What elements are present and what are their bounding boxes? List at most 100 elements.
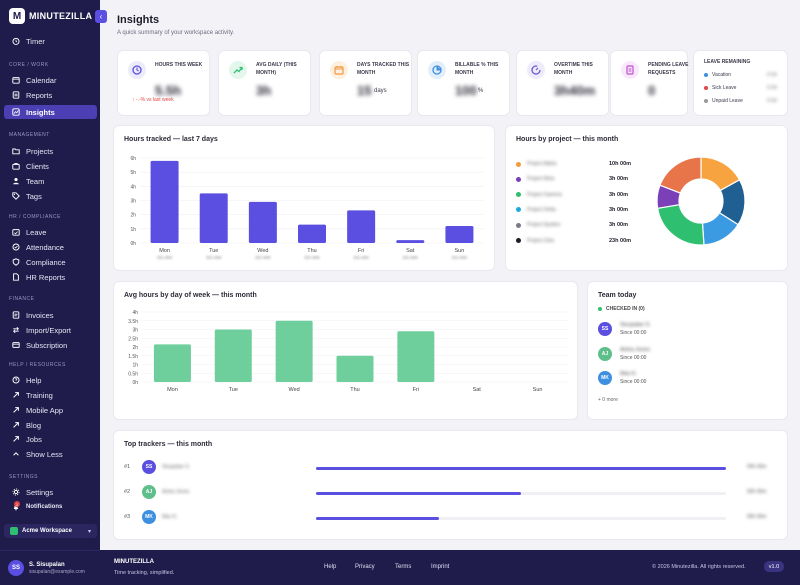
sidebar-item-label: Insights bbox=[26, 107, 55, 117]
checked-in-label: CHECKED IN (0) bbox=[606, 306, 645, 312]
x-sub-label: DD.MM bbox=[403, 255, 418, 260]
y-tick-label: 3h bbox=[132, 328, 138, 334]
legend-row: Project Alpha 10h 00m bbox=[516, 161, 631, 167]
sidebar-item-leave[interactable]: Leave bbox=[4, 225, 97, 239]
tracker-name: Aisha Jones bbox=[162, 489, 190, 495]
sidebar-item-mobile-app[interactable]: Mobile App bbox=[4, 403, 97, 417]
kpi-card-avg-daily: Avg daily (this month) 3h bbox=[218, 50, 311, 116]
sidebar-item-attendance[interactable]: Attendance bbox=[4, 240, 97, 254]
sidebar-item-team[interactable]: Team bbox=[4, 174, 97, 188]
tracker-row[interactable]: #3 MK Max K. 00h 00m bbox=[124, 510, 789, 524]
sidebar-item-calendar[interactable]: Calendar bbox=[4, 73, 97, 87]
legend-row: Project Delta 3h 00m bbox=[516, 207, 628, 213]
leave-title: Leave remaining bbox=[704, 59, 751, 65]
y-tick-label: 0h bbox=[132, 380, 138, 386]
tracker-rank: #2 bbox=[124, 489, 131, 495]
sidebar-item-hr-reports[interactable]: HR Reports bbox=[4, 270, 97, 284]
chart-title: Hours by project — this month bbox=[516, 136, 619, 143]
footer-link-imprint[interactable]: Imprint bbox=[431, 564, 450, 570]
donut-slice bbox=[659, 156, 702, 194]
sidebar-item-clients[interactable]: Clients bbox=[4, 159, 97, 173]
workspace-name: Acme Workspace bbox=[22, 528, 72, 534]
tracker-value: 00h 00m bbox=[747, 514, 767, 520]
workspace-switcher[interactable]: Acme Workspace ▾ bbox=[4, 524, 97, 538]
member-since: Since 00:00 bbox=[620, 355, 647, 361]
sidebar-item-subscription[interactable]: Subscription bbox=[4, 338, 97, 352]
document-icon bbox=[621, 61, 639, 79]
team-member[interactable]: MK Max K. Since 00:00 bbox=[598, 371, 646, 385]
x-tick-label: Wed bbox=[257, 248, 268, 254]
member-name: Sisupalan S. bbox=[620, 322, 651, 328]
leave-remaining-card: Leave remaining Vacation 0.0d Sick Leave… bbox=[693, 50, 788, 116]
leave-label: Unpaid Leave bbox=[712, 98, 743, 104]
insights-icon bbox=[12, 108, 20, 116]
sidebar-item-label: Subscription bbox=[26, 340, 68, 350]
dow-bar-chart: 0h 0.5h 1h 1.5h 2h 2.5h 3h 3.5h 4h Mon Tue Wed Thu Fr… bbox=[128, 310, 568, 393]
sidebar-item-label: HR Reports bbox=[26, 272, 66, 282]
sidebar-item-timer[interactable]: Timer bbox=[4, 34, 97, 48]
brand[interactable]: M MINUTEZILLA bbox=[9, 8, 92, 24]
team-member[interactable]: SS Sisupalan S. Since 00:00 bbox=[598, 322, 651, 336]
x-tick-label: Tue bbox=[229, 387, 238, 393]
y-tick-label: 2h bbox=[132, 345, 138, 351]
sidebar-item-tags[interactable]: Tags bbox=[4, 189, 97, 203]
trend-up-icon bbox=[229, 61, 247, 79]
x-tick-label: Mon bbox=[159, 248, 170, 254]
kpi-value: 100 bbox=[455, 83, 477, 98]
footer-link-help[interactable]: Help bbox=[324, 564, 337, 570]
legend-row: Project Beta 3h 00m bbox=[516, 176, 628, 182]
legend-value: 3h 00m bbox=[609, 206, 628, 213]
kpi-value: 3h bbox=[256, 83, 272, 98]
x-sub-label: DD.MM bbox=[157, 255, 172, 260]
sidebar-item-help[interactable]: Help bbox=[4, 373, 97, 387]
sidebar-item-show-less[interactable]: Show Less bbox=[4, 447, 97, 461]
user-name: S. Sisupalan bbox=[29, 561, 65, 568]
footer-tagline: Time tracking, simplified. bbox=[114, 570, 175, 576]
folder-icon bbox=[12, 147, 20, 155]
avatar: SS bbox=[598, 322, 612, 336]
kpi-card-overtime: Overtime this month 3h40m bbox=[516, 50, 609, 116]
sidebar-item-projects[interactable]: Projects bbox=[4, 144, 97, 158]
page-title: Insights bbox=[117, 14, 160, 26]
sidebar-item-training[interactable]: Training bbox=[4, 388, 97, 402]
sidebar-item-compliance[interactable]: Compliance bbox=[4, 255, 97, 269]
kpi-label: Billable % this month bbox=[455, 62, 499, 76]
x-sub-label: DD.MM bbox=[255, 255, 270, 260]
tracker-value: 00h 00m bbox=[747, 489, 767, 495]
kpi-card-billable: Billable % this month 100 % bbox=[417, 50, 510, 116]
sidebar-item-label: Invoices bbox=[26, 310, 54, 320]
online-dot bbox=[598, 307, 602, 311]
brand-name: MINUTEZILLA bbox=[29, 11, 93, 21]
help-icon bbox=[12, 376, 20, 384]
footer-link-privacy[interactable]: Privacy bbox=[355, 564, 375, 570]
y-tick-label: 4h bbox=[132, 310, 138, 316]
sidebar-item-jobs[interactable]: Jobs bbox=[4, 432, 97, 446]
more-members-link[interactable]: + 0 more bbox=[598, 397, 618, 403]
team-member[interactable]: AJ Aisha Jones Since 00:00 bbox=[598, 347, 650, 361]
tracker-rank: #1 bbox=[124, 464, 131, 470]
x-tick-label: Sun bbox=[533, 387, 543, 393]
sidebar-item-label: Blog bbox=[26, 420, 42, 430]
sidebar-item-blog[interactable]: Blog bbox=[4, 418, 97, 432]
tracker-row[interactable]: #2 AJ Aisha Jones 00h 00m bbox=[124, 485, 789, 499]
y-tick-label: 2.5h bbox=[128, 336, 138, 342]
attendance-icon bbox=[12, 243, 20, 251]
bar bbox=[153, 344, 191, 382]
sidebar-item-import-export[interactable]: Import/Export bbox=[4, 323, 97, 337]
sidebar-item-reports[interactable]: Reports bbox=[4, 88, 97, 102]
footer-link-terms[interactable]: Terms bbox=[395, 564, 412, 570]
sidebar-item-invoices[interactable]: Invoices bbox=[4, 308, 97, 322]
member-since: Since 00:00 bbox=[620, 379, 647, 385]
collapse-sidebar-button[interactable]: ‹ bbox=[95, 10, 107, 23]
user-email: sisupalan@example.com bbox=[29, 568, 85, 575]
sidebar-item-settings[interactable]: Settings bbox=[4, 485, 97, 499]
user-profile[interactable]: SS S. Sisupalan sisupalan@example.com bbox=[0, 550, 100, 585]
chevron-up-icon bbox=[12, 450, 20, 458]
section-core: Core / Work bbox=[9, 62, 49, 68]
page-subtitle: A quick summary of your workspace activi… bbox=[117, 30, 235, 36]
briefcase-icon bbox=[12, 162, 20, 170]
tracker-row[interactable]: #1 SS Sisupalan S. 00h 00m bbox=[124, 460, 789, 474]
sidebar-item-insights[interactable]: Insights bbox=[4, 105, 97, 119]
chart-title: Avg hours by day of week — this month bbox=[124, 292, 257, 299]
member-name: Aisha Jones bbox=[620, 347, 650, 353]
